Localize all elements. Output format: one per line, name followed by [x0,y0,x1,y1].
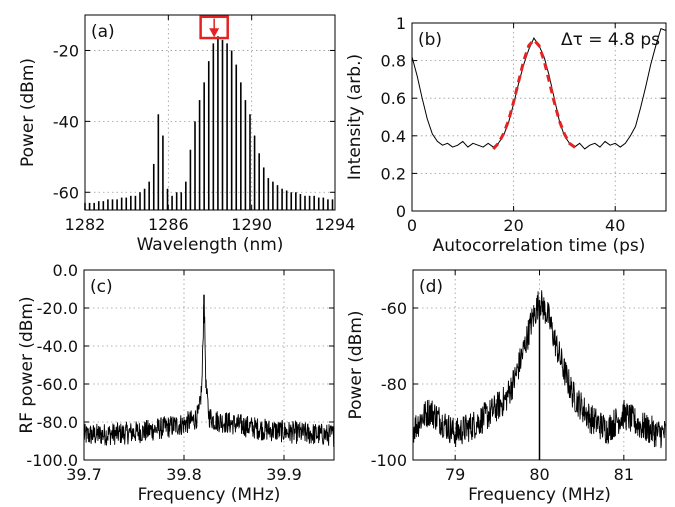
y-tick-label: -20 [53,41,79,60]
x-tick-label: 39.8 [166,465,202,484]
y-tick-label: -40.0 [37,337,78,356]
x-axis-label: Frequency (MHz) [468,485,611,505]
x-tick-label: 1294 [315,215,356,234]
panel-b: 0 20 40 0 0.2 0.4 0.6 0.8 1 (b) Δτ = 4.8 ps Autocor… [345,14,667,256]
y-tick-label: -80 [381,375,407,394]
plot-area [85,15,335,210]
panel-label: (b) [418,30,442,50]
y-tick-label: 0 [396,202,406,221]
x-tick-label: 1282 [65,215,106,234]
x-tick-label: 20 [503,216,523,235]
x-axis-label: Autocorrelation time (ps) [433,236,646,256]
y-tick-label: -80.0 [37,413,78,432]
x-tick-label: 1286 [148,215,189,234]
pulse-width-annotation: Δτ = 4.8 ps [561,30,660,50]
x-tick-label: 80 [529,465,549,484]
axes-frame [411,22,667,212]
x-tick-label: 40 [605,216,625,235]
y-tick-label: 0.4 [381,127,406,146]
panel-d: 79 80 81 -100 -80 -60 (d) Frequency (MHz) Power … [346,269,667,505]
fit-curve [492,37,581,151]
arrow-head [209,28,220,38]
y-tick-label: -40 [53,112,79,131]
y-tick-label: 0.0 [53,261,78,280]
panel-label: (a) [91,22,115,42]
y-tick-label: -60 [381,299,407,318]
x-tick-label: 81 [614,465,634,484]
panel-c: 39.7 39.8 39.9 -100.0 -80.0 -60.0 -40.0 -20.0 0.… [17,261,335,505]
y-tick-label: -60.0 [37,375,78,394]
y-axis-label: Power (dBm) [346,310,366,419]
y-tick-label: 0.2 [381,164,406,183]
x-tick-label: 1290 [231,215,272,234]
panel-label: (c) [90,277,113,297]
y-tick-label: -100.0 [26,451,78,470]
x-tick-label: 79 [445,465,465,484]
x-tick-label: 39.7 [66,465,102,484]
y-axis-label: Power (dBm) [18,58,38,167]
plot-area [412,23,666,211]
series-trace [83,303,335,448]
x-tick-label: 39.9 [266,465,302,484]
y-tick-label: 0.6 [381,89,406,108]
series-trace [412,290,667,449]
highlight-box [199,15,229,40]
x-axis-label: Frequency (MHz) [138,485,281,505]
panel-a: 1282 1286 1290 1294 -60 -40 -20 (a) Wavelength (… [18,14,356,255]
x-tick-label: 0 [407,216,417,235]
x-axis-label: Wavelength (nm) [137,235,284,255]
y-tick-label: 1 [396,14,406,33]
y-tick-label: -20.0 [37,299,78,318]
y-axis-label: RF power (dBm) [17,296,37,433]
y-tick-label: -60 [53,183,79,202]
y-tick-label: 0.8 [381,52,406,71]
axes-frame [83,269,335,461]
y-axis-label: Intensity (arb.) [345,54,365,180]
y-tick-label: -100 [371,451,407,470]
panel-label: (d) [419,277,443,297]
axes-frame [84,14,336,211]
